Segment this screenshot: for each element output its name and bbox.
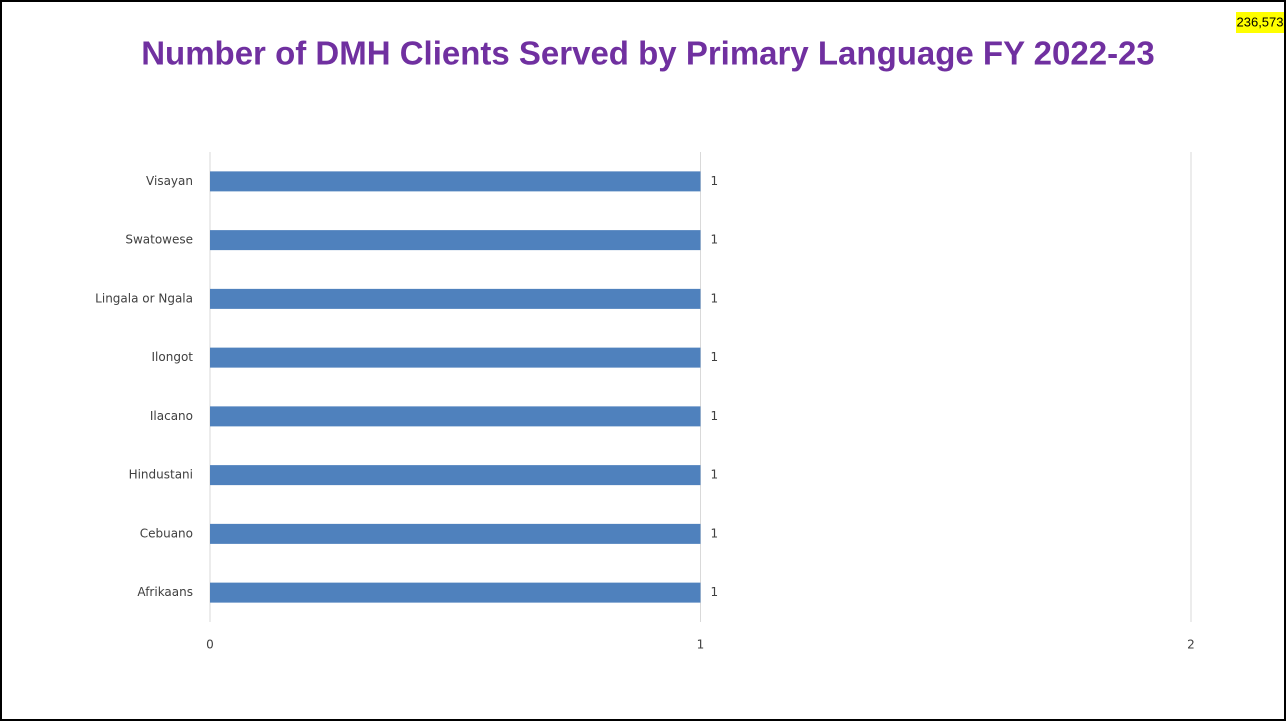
x-tick-label: 1 xyxy=(697,638,705,652)
bar xyxy=(210,230,701,251)
data-label: 1 xyxy=(711,174,719,188)
data-label: 1 xyxy=(711,233,719,247)
data-label: 1 xyxy=(711,291,719,305)
y-tick-label: Afrikaans xyxy=(137,585,193,599)
x-tick-label: 0 xyxy=(206,638,214,652)
bar xyxy=(210,171,701,192)
y-tick-label: Lingala or Ngala xyxy=(95,291,193,305)
data-label: 1 xyxy=(711,526,719,540)
annotation: 236,573 xyxy=(1237,14,1284,29)
bar xyxy=(210,465,701,486)
x-tick-label: 2 xyxy=(1187,638,1195,652)
y-tick-label: Ilacano xyxy=(150,409,193,423)
y-tick-label: Swatowese xyxy=(125,233,193,247)
y-tick-label: Ilongot xyxy=(152,350,194,364)
bar xyxy=(210,523,701,544)
bar xyxy=(210,406,701,427)
chart-title: Number of DMH Clients Served by Primary … xyxy=(141,35,1155,72)
bar xyxy=(210,288,701,309)
y-tick-label: Hindustani xyxy=(129,468,193,482)
y-tick-label: Visayan xyxy=(146,174,193,188)
data-label: 1 xyxy=(711,409,719,423)
data-label: 1 xyxy=(711,585,719,599)
y-tick-label: Cebuano xyxy=(140,526,193,540)
data-label: 1 xyxy=(711,350,719,364)
bar xyxy=(210,347,701,368)
annotation-box xyxy=(1236,12,1284,33)
data-label: 1 xyxy=(711,468,719,482)
bar xyxy=(210,582,701,603)
